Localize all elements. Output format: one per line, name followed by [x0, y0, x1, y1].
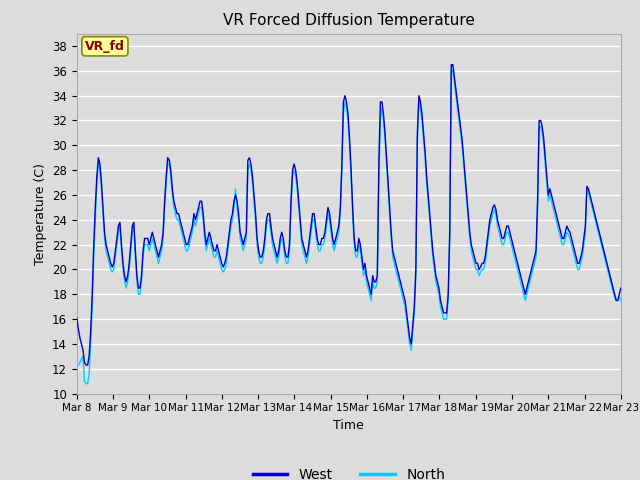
- Title: VR Forced Diffusion Temperature: VR Forced Diffusion Temperature: [223, 13, 475, 28]
- Text: VR_fd: VR_fd: [85, 40, 125, 53]
- Legend: West, North: West, North: [247, 462, 451, 480]
- X-axis label: Time: Time: [333, 419, 364, 432]
- Y-axis label: Temperature (C): Temperature (C): [33, 163, 47, 264]
